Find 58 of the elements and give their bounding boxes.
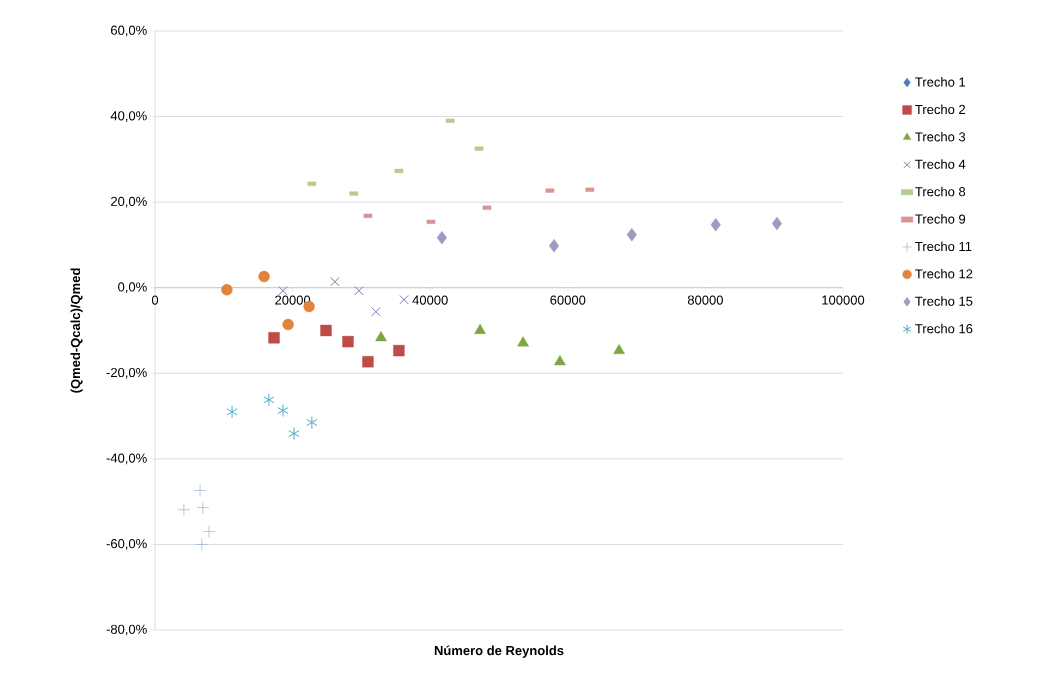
x-axis-title: Número de Reynolds — [434, 645, 564, 658]
y-tick-label: 0,0% — [118, 282, 147, 294]
y-tick-label: -40,0% — [106, 453, 147, 465]
y-tick-label: 20,0% — [111, 196, 147, 208]
point — [195, 538, 209, 551]
point — [278, 286, 288, 296]
point — [268, 332, 280, 344]
point — [226, 405, 238, 419]
y-tick-label: -60,0% — [106, 539, 147, 550]
point — [393, 344, 405, 357]
point — [436, 230, 447, 245]
point — [330, 277, 340, 287]
point — [342, 335, 354, 348]
point — [399, 295, 409, 305]
legend-label: Trecho 9 — [915, 214, 966, 224]
y-tick-label: -20,0% — [106, 367, 147, 379]
y-axis-title: (Qmed-Qcalc)/Qmed — [70, 268, 83, 393]
legend-label: Trecho 12 — [915, 268, 973, 279]
point — [554, 355, 566, 366]
x-tick-label: 100000 — [822, 295, 865, 305]
point — [771, 216, 783, 231]
point — [354, 286, 364, 296]
point — [277, 404, 289, 417]
point — [613, 343, 625, 355]
legend-label: Trecho 4 — [915, 159, 966, 169]
point — [288, 427, 300, 441]
legend-label: Trecho 8 — [915, 186, 966, 197]
point — [362, 356, 374, 368]
y-tick-label: -80,0% — [106, 624, 147, 636]
point — [202, 525, 216, 538]
point — [371, 307, 381, 317]
point — [710, 218, 721, 232]
x-tick-label: 80000 — [687, 295, 723, 305]
legend-label: Trecho 11 — [915, 241, 972, 252]
y-tick-label: 40,0% — [110, 111, 147, 122]
legend-label: Trecho 16 — [915, 323, 973, 334]
point — [306, 416, 318, 429]
x-tick-label: 40000 — [412, 295, 448, 305]
point — [548, 239, 560, 253]
legend-label: Trecho 1 — [915, 77, 966, 87]
point — [263, 393, 275, 407]
point — [282, 318, 294, 331]
legend-label: Trecho 15 — [915, 296, 973, 306]
y-tick-label: 60,0% — [111, 25, 147, 37]
point — [221, 284, 233, 296]
point — [258, 270, 270, 283]
point — [320, 324, 332, 337]
point — [196, 501, 210, 514]
point — [193, 484, 207, 497]
point — [626, 227, 637, 242]
x-tick-label: 60000 — [550, 295, 586, 305]
point — [375, 331, 387, 342]
legend-label: Trecho 3 — [915, 131, 966, 142]
point — [177, 503, 191, 517]
point — [474, 323, 486, 334]
legend-label: Trecho 2 — [915, 104, 966, 115]
x-tick-label: 0 — [151, 295, 159, 305]
point — [517, 336, 529, 347]
